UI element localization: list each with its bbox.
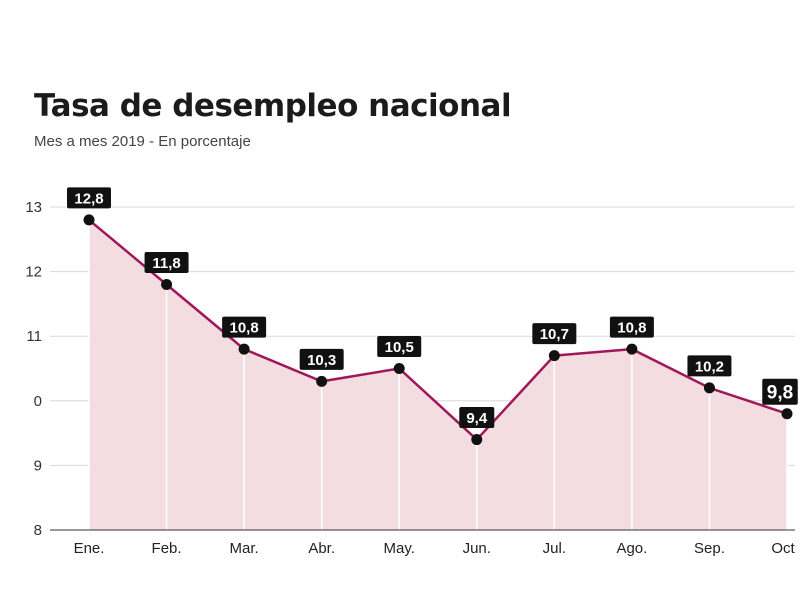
x-tick-label: Ene. (74, 540, 105, 557)
data-label: 9,8 (762, 378, 798, 405)
data-point (781, 408, 793, 420)
data-label-box (532, 323, 577, 345)
data-label-text: 10,2 (695, 358, 724, 375)
area-layer (89, 219, 787, 531)
data-label: 10,5 (377, 336, 422, 357)
y-tick-label: 0 (34, 393, 42, 410)
data-label-box (299, 348, 344, 370)
x-tick-label: Feb. (152, 540, 182, 557)
area-fill (89, 219, 787, 531)
label-layer: 12,8 11,8 10,8 10,3 10,5 9,4 10,7 10,8 10,2 9,8 (67, 187, 798, 429)
line-layer (88, 218, 788, 441)
x-tick-label: Mar. (230, 540, 259, 557)
data-point (238, 343, 250, 355)
data-label-box (222, 316, 267, 338)
data-label-text: 10,3 (307, 352, 336, 369)
data-point (626, 343, 638, 355)
data-label-box (609, 316, 654, 338)
data-label: 11,8 (144, 252, 189, 274)
y-tick-label: 12 (25, 264, 42, 281)
data-label: 10,8 (222, 316, 267, 338)
data-label: 10,7 (532, 323, 577, 345)
y-tick-label: 8 (34, 522, 42, 539)
data-label: 9,4 (459, 407, 495, 429)
y-tick-label: 9 (34, 457, 42, 474)
data-point (393, 363, 405, 374)
data-point (83, 214, 95, 226)
data-point (316, 375, 328, 387)
x-tick-label: May. (384, 540, 415, 557)
vline-layer (88, 219, 788, 530)
series-line (88, 218, 788, 441)
marker-layer (83, 214, 793, 446)
chart-subtitle: Mes a mes 2019 - En porcentaje (34, 133, 251, 150)
data-label-text: 10,5 (385, 339, 414, 356)
data-label-text: 10,8 (230, 320, 259, 337)
data-label-text: 12,8 (74, 190, 103, 207)
data-label-box (377, 336, 422, 357)
data-label: 10,8 (609, 316, 654, 338)
x-tick-label: Abr. (308, 540, 335, 557)
y-tick-label: 11 (26, 328, 42, 345)
x-axis-ticks: Ene. Feb. Mar. Abr. May. Jun. Jul. Ago. Sep. Oct (74, 540, 796, 557)
data-label: 10,2 (687, 355, 732, 377)
data-label-text: 10,7 (540, 326, 569, 343)
chart-title: Tasa de desempleo nacional (34, 88, 512, 124)
data-label-text: 11,8 (152, 255, 180, 272)
x-tick-label: Sep. (694, 540, 725, 557)
data-label-box (762, 378, 798, 405)
x-tick-label: Jul. (543, 540, 566, 557)
data-point (161, 279, 173, 291)
y-axis-ticks: 8 9 0 11 12 13 (25, 199, 42, 539)
x-tick-label: Jun. (463, 540, 491, 557)
data-point (471, 434, 483, 446)
data-label-text: 10,8 (617, 320, 646, 337)
data-label-text: 9,8 (767, 383, 793, 404)
data-label-box (144, 252, 189, 274)
data-label: 10,3 (299, 348, 344, 370)
data-point (703, 382, 715, 394)
data-label-box (687, 355, 732, 377)
x-tick-label: Ago. (616, 540, 647, 557)
data-label-box (67, 187, 111, 209)
x-tick-label: Oct (771, 540, 795, 557)
data-label-text: 9,4 (466, 410, 488, 427)
data-label: 12,8 (67, 187, 111, 209)
data-label-box (459, 407, 495, 429)
y-tick-label: 13 (25, 199, 42, 216)
data-point (548, 350, 560, 362)
